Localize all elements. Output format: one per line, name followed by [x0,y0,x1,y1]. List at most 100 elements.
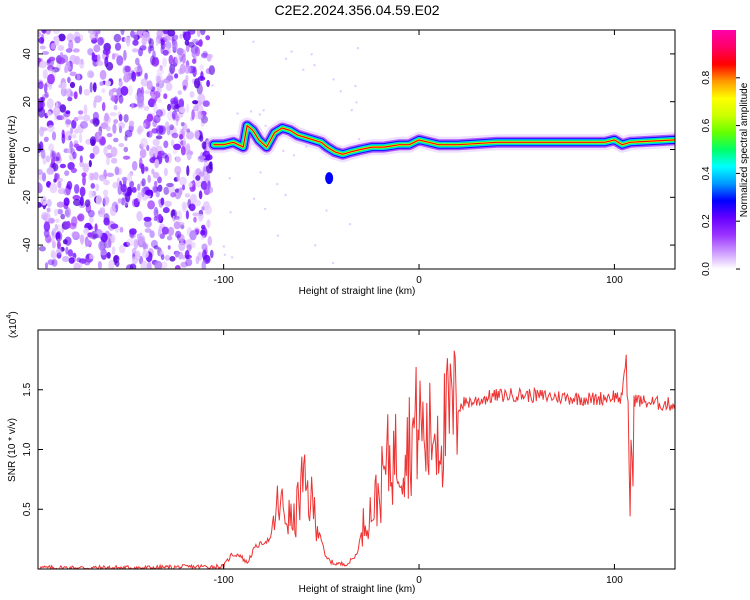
noise-blob [99,207,106,215]
noise-blob [38,81,44,90]
noise-blob [123,49,127,61]
noise-blob [203,161,209,167]
noise-blob [61,82,67,90]
noise-blob [44,262,49,269]
noise-blob [164,254,170,261]
noise-blob [66,61,70,68]
top-y-tick-label: 0 [22,146,33,152]
noise-speck [357,138,361,141]
noise-blob [39,100,46,109]
noise-speck [332,78,335,81]
noise-blob [210,249,214,259]
noise-speck [262,109,265,112]
noise-blob [179,133,184,140]
noise-blob [101,88,106,94]
noise-blob [52,30,60,35]
noise-speck [276,182,279,186]
noise-blob [98,240,105,251]
noise-blob [43,136,49,142]
noise-blob [144,166,149,172]
noise-blob [131,48,139,53]
noise-blob [104,240,111,249]
noise-speck [292,154,296,157]
noise-speck [348,223,352,226]
noise-blob [154,260,163,269]
noise-blob [157,150,162,158]
noise-blob [51,131,57,141]
noise-blob [56,115,65,121]
noise-blob [102,189,109,197]
noise-blob [38,169,43,175]
noise-blob [109,234,116,244]
noise-speck [249,110,253,113]
noise-blob [70,148,75,155]
noise-blob [110,146,118,157]
noise-speck [228,177,231,180]
noise-speck [252,197,256,200]
snr-series-line [38,350,675,569]
noise-blob [70,167,77,174]
noise-blob [79,58,85,69]
noise-blob [151,57,160,67]
noise-blob [192,38,199,44]
noise-blob [155,38,159,47]
noise-blob [174,54,182,65]
noise-blob [169,63,176,74]
noise-blob [185,74,189,83]
noise-blob [51,240,56,249]
noise-blob [61,114,69,121]
colorbar: 0.0 0.2 0.4 0.6 0.8 Normalized spectral ampl… [701,30,750,276]
noise-blob [173,215,180,220]
noise-blob [156,68,164,75]
noise-blob [56,247,63,255]
noise-blob [106,61,114,71]
noise-blob [69,222,77,230]
noise-speck [313,63,316,67]
noise-blob [165,41,172,50]
noise-blob [208,161,213,169]
noise-blob [170,191,176,198]
noise-blob [129,180,135,188]
noise-blob [189,91,195,98]
noise-blob [122,155,131,160]
bottom-x-tick-label: 0 [416,575,422,586]
noise-blob [164,200,172,207]
noise-blob [42,30,47,35]
noise-blob [192,58,197,64]
noise-blob [182,255,186,260]
noise-blob [169,255,176,262]
noise-blob [206,79,211,88]
noise-blob [150,55,156,66]
noise-blob [71,119,77,129]
noise-blob [188,41,195,48]
noise-blob [137,92,145,104]
noise-blob [99,69,107,80]
noise-blob [162,207,170,214]
noise-blob [154,159,160,169]
noise-blob [118,125,123,134]
top-x-axis-label: Height of straight line (km) [299,286,416,297]
noise-blob [128,120,135,127]
noise-blob [142,31,151,42]
ridge-band [213,124,675,155]
noise-blob [153,102,158,114]
noise-blob [93,44,101,53]
noise-blob [193,216,197,223]
noise-blob [184,250,190,260]
noise-blob [113,104,118,111]
noise-blob [189,150,194,156]
noise-blob [185,143,191,153]
noise-blob [55,218,60,223]
noise-blob [79,234,85,244]
noise-blob [64,209,70,217]
noise-speck [252,40,255,43]
top-x-tick-label: -100 [214,275,234,286]
noise-blob [201,243,208,251]
noise-blob [194,129,200,140]
noise-blob [79,155,83,163]
noise-blob [53,208,59,217]
noise-blob [63,197,70,206]
noise-blob [206,53,212,62]
noise-blob [47,73,55,85]
noise-region [38,30,361,269]
